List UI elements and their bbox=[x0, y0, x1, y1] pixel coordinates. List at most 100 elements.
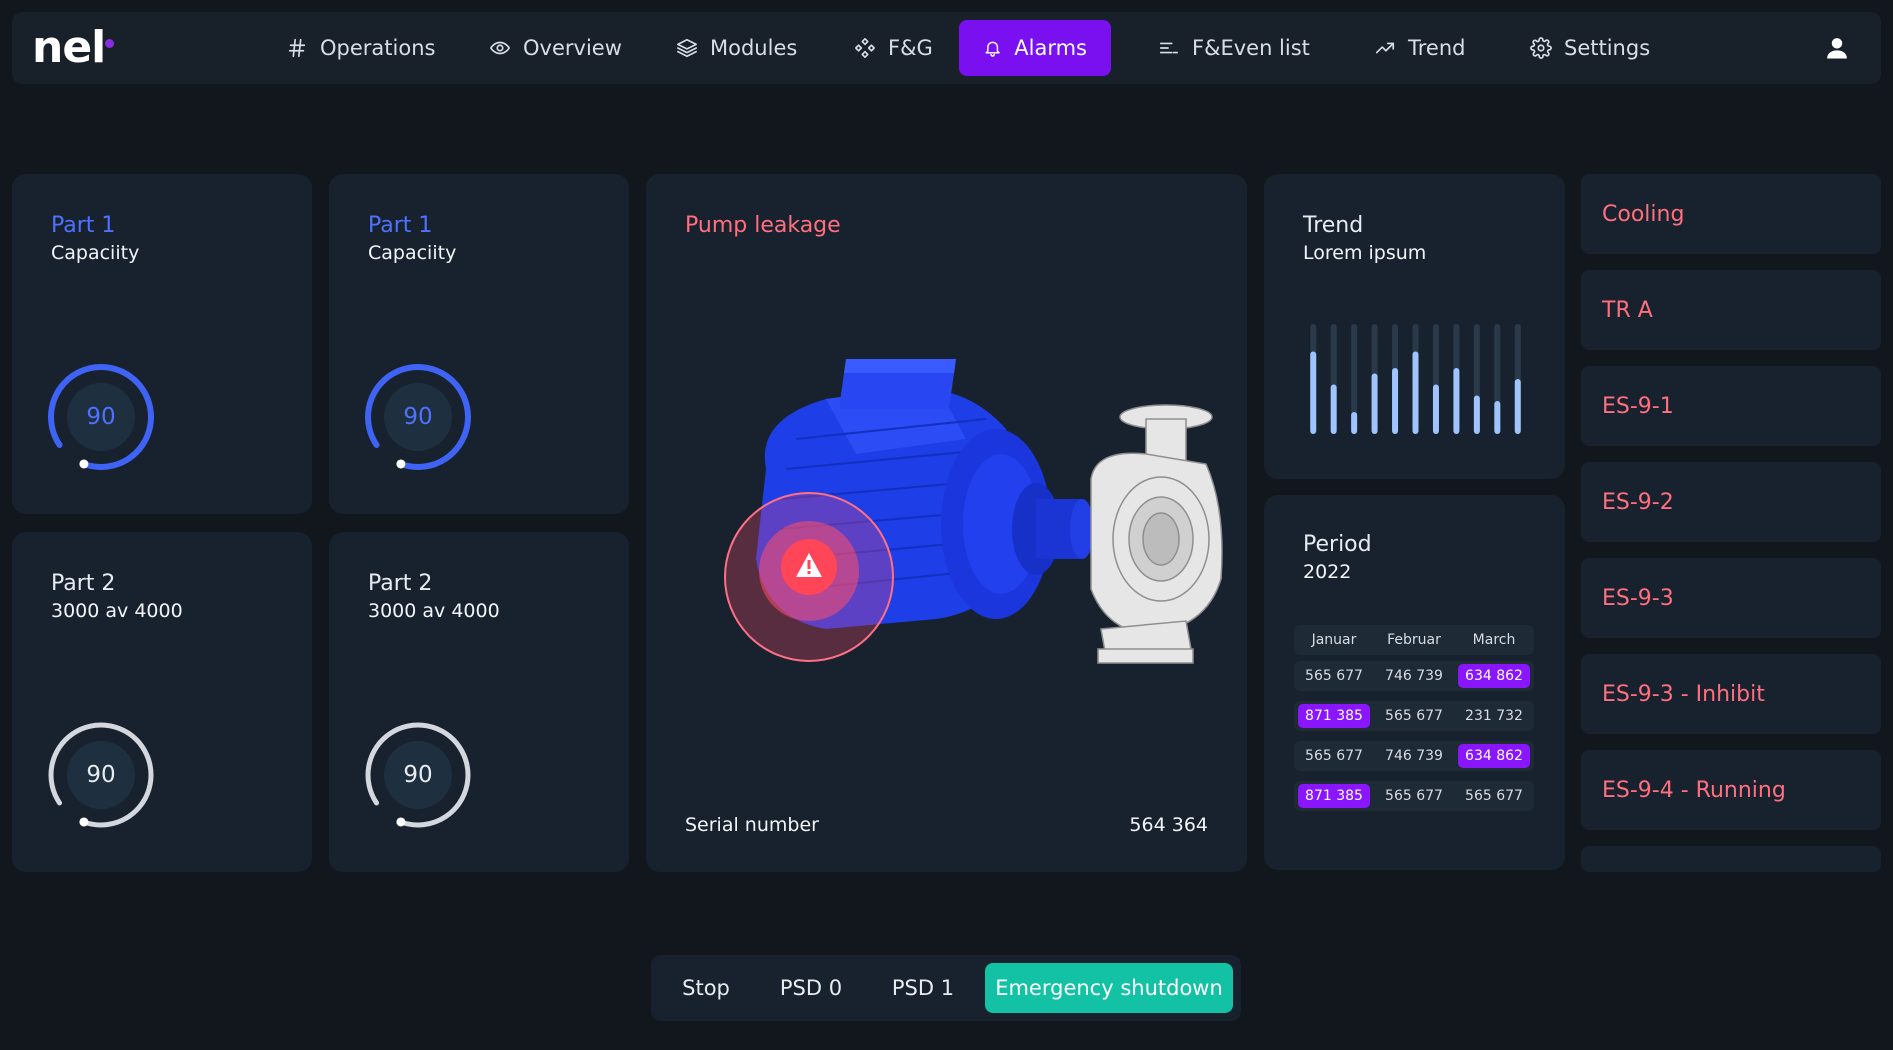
eye-icon bbox=[490, 41, 510, 55]
trend-bar bbox=[1473, 395, 1480, 434]
table-row: 565 677 746 739 634 862 bbox=[1294, 741, 1534, 771]
table-cell: 565 677 bbox=[1385, 788, 1443, 804]
table-cell: 634 862 bbox=[1458, 744, 1530, 768]
table-row: 565 677 746 739 634 862 bbox=[1294, 661, 1534, 691]
capacity-gauge bbox=[48, 722, 154, 828]
card-subtitle: Lorem ipsum bbox=[1303, 242, 1427, 264]
serial-number-value: 564 364 bbox=[1129, 814, 1208, 836]
nav-item-trend[interactable]: Trend bbox=[1350, 20, 1489, 76]
period-year: 2022 bbox=[1303, 561, 1352, 583]
layers-icon bbox=[677, 38, 697, 58]
table-cell: 634 862 bbox=[1458, 664, 1530, 688]
gear-icon bbox=[1530, 37, 1552, 59]
table-cell: 746 739 bbox=[1385, 748, 1443, 764]
alarm-item-es-9-2[interactable]: ES-9-2 bbox=[1581, 462, 1881, 542]
table-cell: 746 739 bbox=[1385, 668, 1443, 684]
gauge-value: 90 bbox=[403, 762, 433, 788]
alarm-label: ES-9-3 - Inhibit bbox=[1602, 681, 1765, 707]
nav-item-overview[interactable]: Overview bbox=[465, 20, 646, 76]
stop-button[interactable]: Stop bbox=[682, 976, 730, 1000]
table-cell: 871 385 bbox=[1298, 704, 1370, 728]
period-table-header: Januar Februar March bbox=[1294, 625, 1534, 655]
card-title: Part 2 bbox=[51, 571, 116, 596]
serial-number-label: Serial number bbox=[685, 814, 819, 836]
trend-bar bbox=[1351, 412, 1358, 434]
nav-item-fg[interactable]: F&G bbox=[830, 20, 957, 76]
card-subtitle: Capaciity bbox=[368, 242, 457, 264]
nav-item-operations[interactable]: Operations bbox=[262, 20, 459, 76]
alarm-item-es-9-3[interactable]: ES-9-3 bbox=[1581, 558, 1881, 638]
card-title: Period bbox=[1303, 532, 1372, 557]
pump-leakage-card[interactable]: Pump leakage bbox=[646, 174, 1247, 872]
gauge-value: 90 bbox=[86, 762, 116, 788]
alarm-label: ES-9-2 bbox=[1602, 489, 1674, 515]
nav-item-settings[interactable]: Settings bbox=[1506, 20, 1674, 76]
top-navigation-bar: nel Operations Overview Modules F&G Alar… bbox=[12, 12, 1881, 84]
alarm-item-es-9-3-inhibit[interactable]: ES-9-3 - Inhibit bbox=[1581, 654, 1881, 734]
pump-head bbox=[1090, 404, 1223, 664]
table-cell: 565 677 bbox=[1305, 748, 1363, 764]
card-subtitle: 3000 av 4000 bbox=[51, 600, 183, 622]
nav-item-label: Operations bbox=[320, 36, 436, 60]
alarm-item-partial[interactable] bbox=[1581, 846, 1881, 872]
alarm-label: ES-9-1 bbox=[1602, 393, 1674, 419]
psd0-button[interactable]: PSD 0 bbox=[779, 976, 843, 1000]
trend-bar bbox=[1453, 368, 1460, 434]
alarm-label: ES-9-3 bbox=[1602, 585, 1674, 611]
nav-item-label: Settings bbox=[1564, 36, 1651, 60]
table-cell: 231 732 bbox=[1465, 708, 1523, 724]
hash-icon bbox=[288, 38, 306, 58]
column-header: Februar bbox=[1387, 632, 1441, 648]
alarm-item-es-9-4-running[interactable]: ES-9-4 - Running bbox=[1581, 750, 1881, 830]
nav-item-label: Modules bbox=[710, 36, 798, 60]
brand-logo[interactable]: nel bbox=[32, 22, 106, 73]
card-title: Part 2 bbox=[368, 571, 433, 596]
nav-item-feven-list[interactable]: F&Even list bbox=[1134, 20, 1334, 76]
capacity-gauge bbox=[365, 364, 471, 470]
trend-card[interactable]: Trend Lorem ipsum bbox=[1264, 174, 1565, 479]
alarm-item-es-9-1[interactable]: ES-9-1 bbox=[1581, 366, 1881, 446]
part2-card-b[interactable]: Part 2 3000 av 4000 90 bbox=[329, 532, 629, 872]
nav-item-label: Alarms bbox=[1014, 36, 1087, 60]
gauge-value: 90 bbox=[403, 404, 433, 430]
trend-icon bbox=[1375, 42, 1395, 54]
brand-logo-dot bbox=[105, 39, 114, 48]
nav-item-label: F&Even list bbox=[1192, 36, 1310, 60]
capacity-gauge bbox=[365, 722, 471, 828]
alarm-label: TR A bbox=[1602, 297, 1653, 323]
psd1-button[interactable]: PSD 1 bbox=[891, 976, 955, 1000]
trend-bar bbox=[1392, 368, 1399, 434]
alarm-item-tr-a[interactable]: TR A bbox=[1581, 270, 1881, 350]
card-subtitle: Capaciity bbox=[51, 242, 140, 264]
list-icon bbox=[1159, 42, 1179, 54]
emergency-shutdown-button[interactable]: Emergency shutdown bbox=[985, 963, 1233, 1013]
pump-illustration bbox=[724, 359, 1223, 664]
trend-bar bbox=[1514, 379, 1521, 434]
period-table: Januar Februar March 565 677 746 739 634… bbox=[1294, 625, 1534, 821]
table-cell: 565 677 bbox=[1385, 708, 1443, 724]
part1-capacity-card-a[interactable]: Part 1 Capaciity 90 bbox=[12, 174, 312, 514]
trend-bar bbox=[1494, 401, 1501, 434]
period-card[interactable]: Period 2022 Januar Februar March 565 677… bbox=[1264, 495, 1565, 870]
table-row: 871 385 565 677 231 732 bbox=[1294, 701, 1534, 731]
user-icon[interactable] bbox=[1823, 34, 1851, 62]
part1-capacity-card-b[interactable]: Part 1 Capaciity 90 bbox=[329, 174, 629, 514]
column-header: Januar bbox=[1311, 632, 1357, 648]
trend-bar-track bbox=[1351, 324, 1358, 434]
trend-mini-bar-chart bbox=[1310, 324, 1521, 434]
card-title: Part 1 bbox=[368, 213, 433, 238]
card-title: Part 1 bbox=[51, 213, 116, 238]
gauge-value: 90 bbox=[86, 404, 116, 430]
part2-card-a[interactable]: Part 2 3000 av 4000 90 bbox=[12, 532, 312, 872]
trend-bar bbox=[1432, 384, 1439, 434]
nav-item-modules[interactable]: Modules bbox=[652, 20, 821, 76]
alarm-item-cooling[interactable]: Cooling bbox=[1581, 174, 1881, 254]
trend-bar bbox=[1371, 373, 1378, 434]
leak-alert bbox=[724, 492, 894, 662]
card-title: Pump leakage bbox=[685, 213, 841, 238]
diamonds-icon bbox=[855, 38, 875, 58]
nav-item-label: F&G bbox=[888, 36, 933, 60]
table-cell: 565 677 bbox=[1305, 668, 1363, 684]
motor bbox=[756, 359, 1094, 629]
nav-item-alarms[interactable]: Alarms bbox=[959, 20, 1111, 76]
